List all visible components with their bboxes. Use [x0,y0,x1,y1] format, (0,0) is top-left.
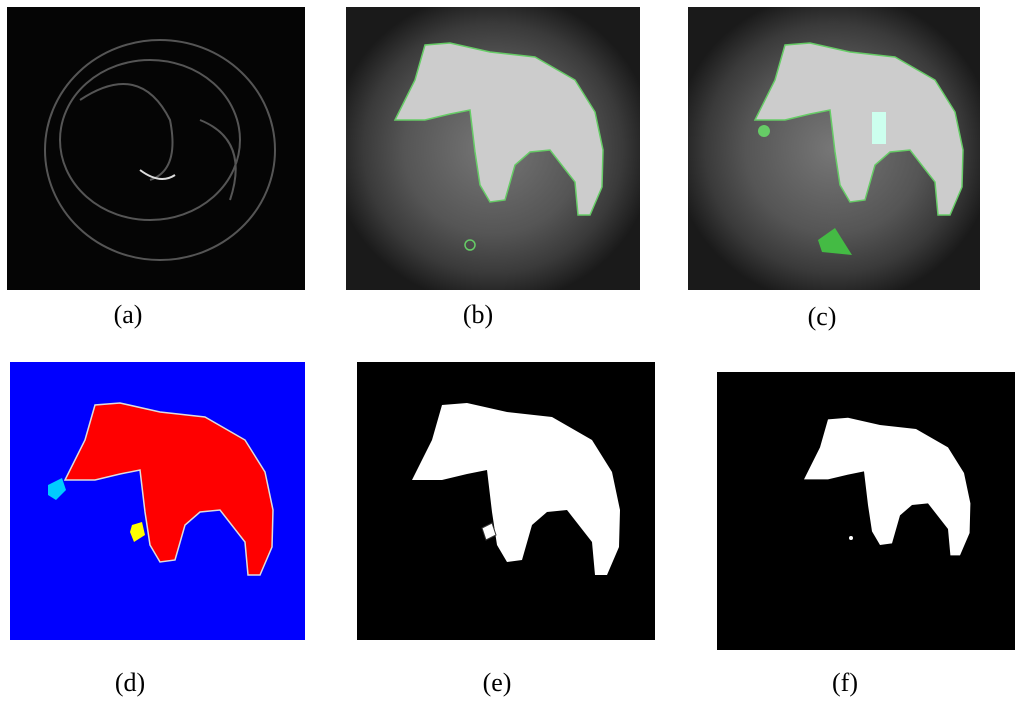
panel-label: (e) [483,668,512,697]
figure: (a) (b) (c) (d) (e) (f) [0,0,1017,702]
panel-label: (c) [808,302,837,331]
panel-c [688,7,980,290]
page: {"panels": [{"label": "(a)"}, {"label": … [0,0,1017,702]
panel-label: (a) [114,300,143,329]
panel-e [357,362,655,640]
panel-label: (f) [832,668,858,697]
panel-f [717,372,1015,650]
panel-label: (b) [463,300,493,329]
panel-b [346,7,640,290]
panel-a [7,7,305,290]
panel-d [10,362,305,640]
panel-label: (d) [115,668,145,697]
